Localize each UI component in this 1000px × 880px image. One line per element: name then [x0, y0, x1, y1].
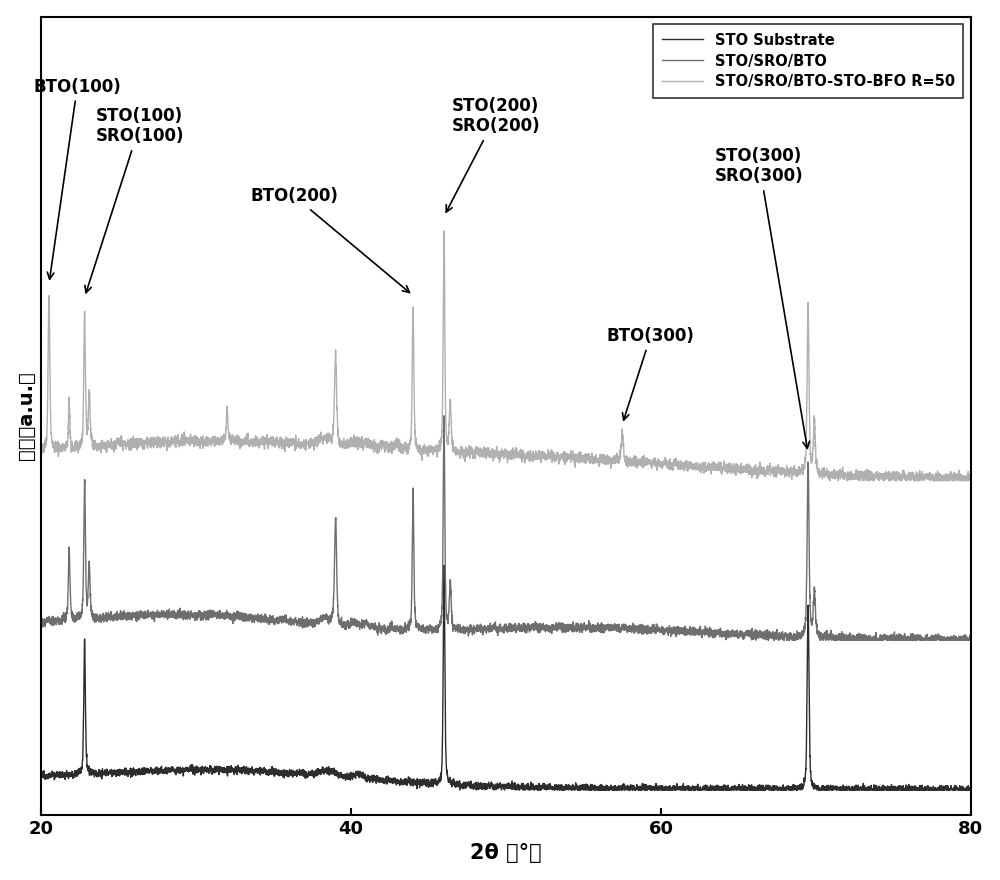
- Line: STO/SRO/BTO: STO/SRO/BTO: [41, 415, 971, 641]
- STO/SRO/BTO-STO-BFO R=50: [438, 226, 450, 237]
- STO Substrate: [626, 780, 638, 790]
- STO/SRO/BTO: [372, 626, 384, 636]
- Line: STO Substrate: STO Substrate: [41, 566, 971, 790]
- Text: STO(200)
SRO(200): STO(200) SRO(200): [446, 97, 540, 212]
- STO Substrate: [438, 561, 450, 571]
- STO/SRO/BTO-STO-BFO R=50: [824, 475, 836, 486]
- Text: BTO(300): BTO(300): [607, 327, 695, 420]
- Text: BTO(100): BTO(100): [33, 77, 121, 279]
- STO/SRO/BTO-STO-BFO R=50: [35, 447, 47, 458]
- Line: STO/SRO/BTO-STO-BFO R=50: STO/SRO/BTO-STO-BFO R=50: [41, 231, 971, 480]
- STO/SRO/BTO-STO-BFO R=50: [82, 420, 94, 430]
- STO Substrate: [585, 784, 597, 795]
- STO Substrate: [82, 764, 94, 774]
- STO/SRO/BTO: [585, 622, 597, 633]
- X-axis label: 2θ （°）: 2θ （°）: [470, 843, 542, 863]
- STO Substrate: [774, 783, 786, 794]
- STO/SRO/BTO: [82, 588, 94, 598]
- STO/SRO/BTO-STO-BFO R=50: [774, 463, 786, 473]
- STO/SRO/BTO-STO-BFO R=50: [585, 457, 597, 467]
- STO Substrate: [725, 785, 737, 796]
- STO Substrate: [35, 772, 47, 782]
- STO/SRO/BTO: [438, 410, 450, 421]
- STO/SRO/BTO: [35, 616, 47, 627]
- STO/SRO/BTO: [774, 632, 786, 642]
- Text: STO(100)
SRO(100): STO(100) SRO(100): [85, 106, 184, 293]
- Legend: STO Substrate, STO/SRO/BTO, STO/SRO/BTO-STO-BFO R=50: STO Substrate, STO/SRO/BTO, STO/SRO/BTO-…: [653, 24, 963, 99]
- STO/SRO/BTO-STO-BFO R=50: [724, 460, 736, 471]
- Y-axis label: 强度（a.u.）: 强度（a.u.）: [17, 371, 36, 460]
- STO/SRO/BTO: [762, 635, 774, 646]
- STO/SRO/BTO: [965, 632, 977, 642]
- STO/SRO/BTO-STO-BFO R=50: [965, 475, 977, 486]
- STO Substrate: [470, 785, 482, 796]
- STO Substrate: [965, 782, 977, 793]
- Text: STO(300)
SRO(300): STO(300) SRO(300): [715, 146, 809, 448]
- STO/SRO/BTO-STO-BFO R=50: [372, 440, 384, 451]
- Text: BTO(200): BTO(200): [250, 187, 409, 292]
- STO/SRO/BTO: [626, 624, 638, 634]
- STO Substrate: [372, 775, 384, 786]
- STO/SRO/BTO: [724, 629, 736, 640]
- STO/SRO/BTO-STO-BFO R=50: [626, 457, 638, 467]
